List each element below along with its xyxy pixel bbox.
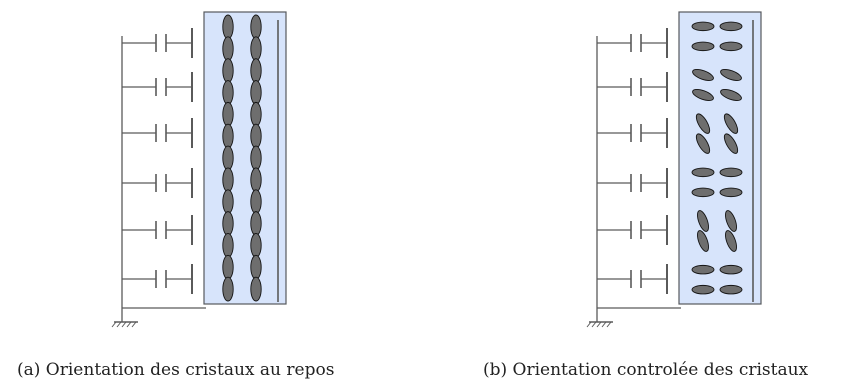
liquid-crystal-icon — [691, 284, 715, 295]
ground-icon — [111, 308, 138, 328]
liquid-crystal-icon — [720, 69, 742, 81]
ground-icon — [586, 308, 613, 328]
liquid-crystal-icon — [222, 145, 234, 171]
liquid-crystal-icon — [695, 113, 711, 134]
liquid-crystal-icon — [697, 230, 709, 252]
liquid-crystal-icon — [250, 254, 262, 280]
capacitor-icon — [122, 72, 193, 102]
liquid-crystal-icon — [222, 14, 234, 40]
liquid-crystal-icon — [719, 167, 743, 178]
liquid-crystal-icon — [222, 276, 234, 302]
liquid-crystal-icon — [222, 80, 234, 105]
liquid-crystal-icon — [222, 211, 234, 236]
liquid-crystal-icon — [691, 167, 715, 178]
liquid-crystal-icon — [697, 210, 709, 232]
capacitor-icon — [597, 264, 668, 294]
lc-cell — [678, 11, 762, 305]
capacitor-icon — [597, 168, 668, 198]
liquid-crystal-icon — [222, 167, 234, 193]
liquid-crystal-icon — [250, 36, 262, 62]
liquid-crystal-icon — [250, 189, 262, 215]
capacitor-icon — [597, 28, 668, 58]
capacitor-icon — [122, 168, 193, 198]
capacitor-icon — [597, 215, 668, 245]
panel-b-controlled — [586, 11, 762, 328]
liquid-crystal-icon — [695, 133, 711, 154]
liquid-crystal-icon — [719, 21, 743, 32]
liquid-crystal-icon — [250, 123, 262, 149]
capacitor-icon — [122, 28, 193, 58]
liquid-crystal-icon — [719, 187, 743, 198]
capacitor-icon — [597, 72, 668, 102]
liquid-crystal-icon — [250, 80, 262, 105]
liquid-crystal-icon — [222, 58, 234, 83]
liquid-crystal-icon — [691, 264, 715, 275]
liquid-crystal-icon — [222, 101, 234, 127]
liquid-crystal-icon — [723, 133, 739, 154]
liquid-crystal-icon — [250, 167, 262, 193]
liquid-crystal-icon — [719, 284, 743, 295]
liquid-crystal-icon — [222, 36, 234, 62]
liquid-crystal-icon — [250, 276, 262, 302]
liquid-crystal-icon — [250, 101, 262, 127]
liquid-crystal-icon — [250, 14, 262, 40]
liquid-crystal-icon — [692, 69, 714, 81]
liquid-crystal-icon — [692, 89, 714, 101]
liquid-crystal-icon — [723, 113, 739, 134]
liquid-crystal-icon — [725, 210, 737, 232]
capacitor-icon — [122, 118, 193, 148]
liquid-crystal-icon — [222, 233, 234, 258]
caption-panel-a: (a) Orientation des cristaux au repos — [17, 360, 335, 380]
capacitor-icon — [597, 118, 668, 148]
liquid-crystal-icon — [250, 211, 262, 236]
liquid-crystal-icon — [719, 264, 743, 275]
liquid-crystal-icon — [691, 21, 715, 32]
capacitor-icon — [122, 264, 193, 294]
capacitor-icon — [122, 215, 193, 245]
liquid-crystal-icon — [250, 233, 262, 258]
liquid-crystal-icon — [720, 89, 742, 101]
panel-a-rest — [111, 11, 287, 328]
liquid-crystal-icon — [719, 41, 743, 52]
liquid-crystal-icon — [222, 123, 234, 149]
liquid-crystal-icon — [691, 187, 715, 198]
liquid-crystal-icon — [222, 189, 234, 215]
liquid-crystal-icon — [222, 254, 234, 280]
liquid-crystal-icon — [250, 145, 262, 171]
liquid-crystal-icon — [691, 41, 715, 52]
lc-cell — [203, 11, 287, 305]
liquid-crystal-icon — [250, 58, 262, 83]
caption-panel-b: (b) Orientation controlée des cristaux — [483, 360, 809, 380]
liquid-crystal-icon — [725, 230, 737, 252]
